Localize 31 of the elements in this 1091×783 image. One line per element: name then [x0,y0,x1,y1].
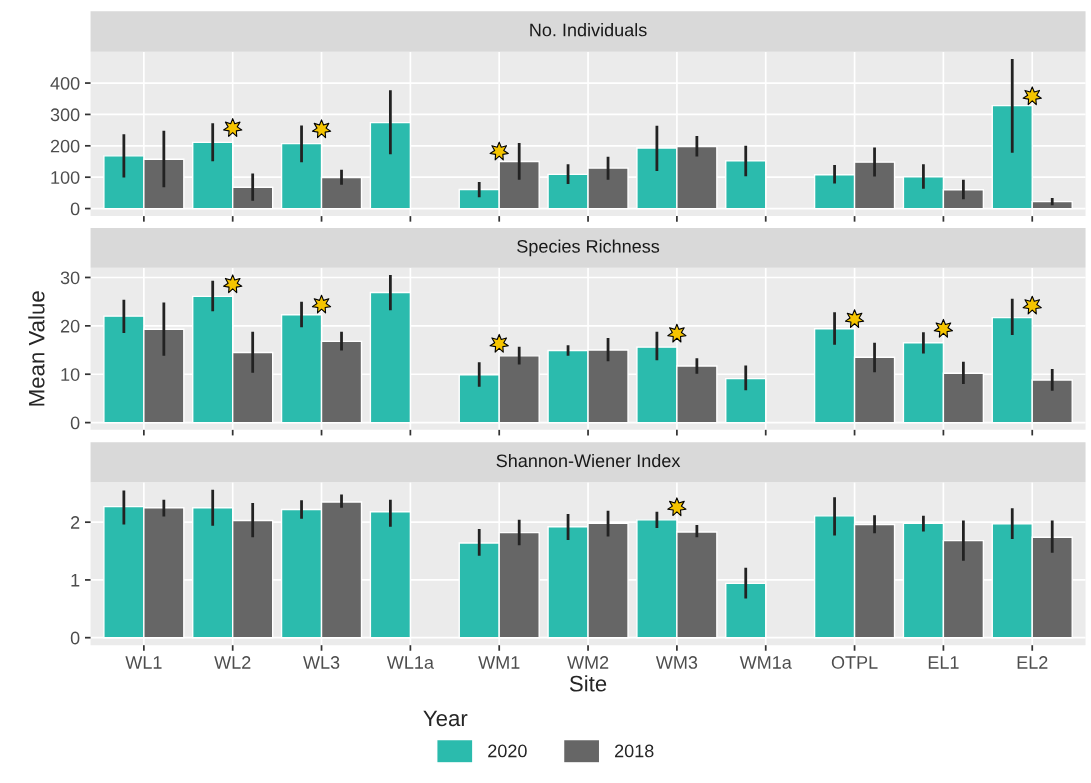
y-tick-label: 0 [70,202,80,216]
y-tick-label: 1 [71,574,80,587]
x-tick-label: EL2 [1017,656,1048,669]
legend-title: Year [423,710,468,727]
chart-title: Shannon-Wiener Index [496,453,681,468]
chart-title: Species Richness [517,239,660,257]
y-tick-label: 0 [70,416,80,430]
x-tick-label: WL2 [214,656,251,669]
legend-label: 2020 [488,744,527,758]
x-tick-label: WL3 [303,656,340,669]
y-tick-label: 2 [71,516,80,529]
y-tick-label: 100 [51,171,80,184]
chart-title: No. Individuals [530,23,647,37]
y-tick-label: 0 [70,631,80,645]
x-tick-label: WM3 [655,656,698,669]
x-tick-label: WM1 [478,656,520,669]
x-tick-label: WL1 [125,656,162,669]
x-tick-label: EL1 [928,656,959,669]
y-tick-label: 400 [50,76,80,90]
y-tick-label: 20 [60,319,80,333]
x-tick-label: OTPL [831,656,878,669]
y-tick-label: 300 [50,108,80,122]
x-tick-label: WM1a [739,656,792,669]
y-tick-label: 200 [50,139,80,153]
y-axis-title: Mean Value [28,291,45,406]
x-tick-label: WL1a [386,656,434,669]
x-axis-title: Site [569,675,607,692]
x-tick-label: WM2 [567,656,609,669]
y-tick-label: 10 [61,368,80,381]
y-tick-label: 30 [60,271,80,285]
legend-label: 2018 [615,744,654,758]
